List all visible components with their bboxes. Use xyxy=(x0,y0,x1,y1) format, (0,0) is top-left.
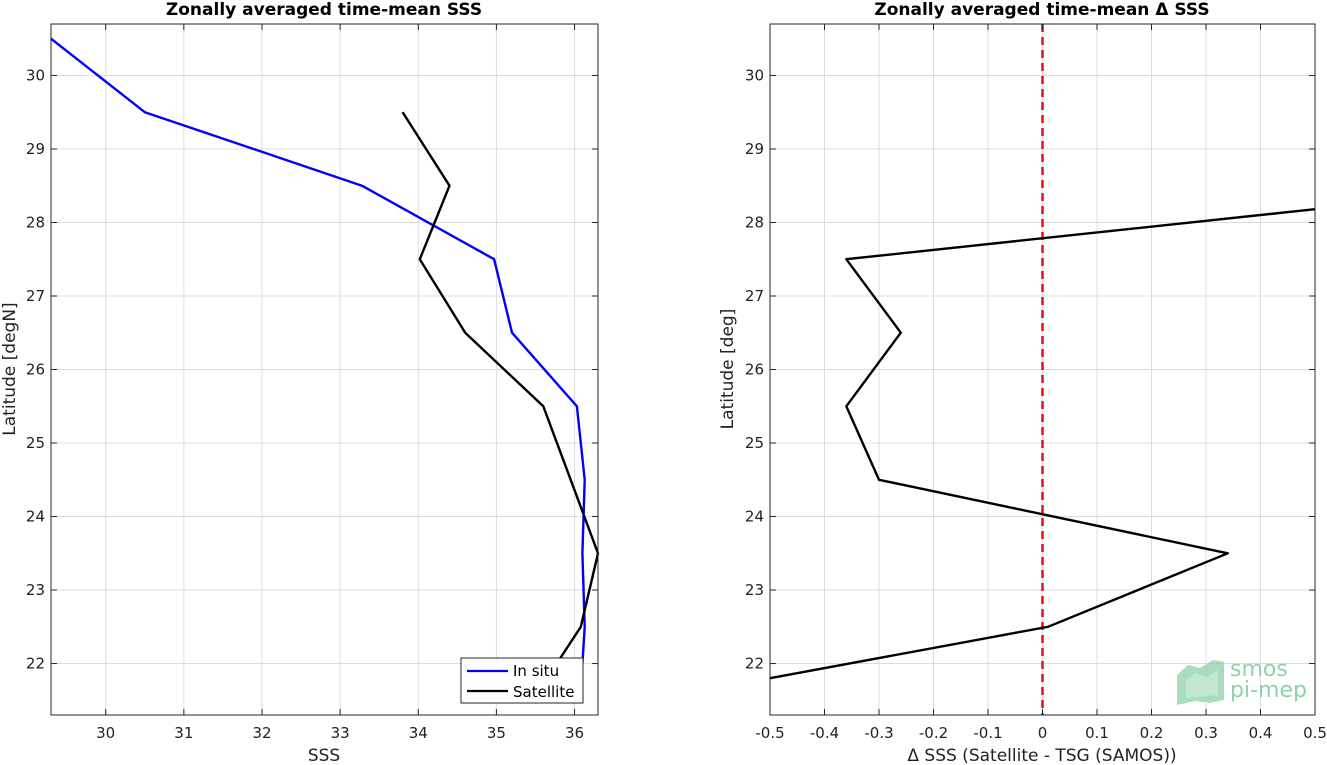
logo-text-smos: smos xyxy=(1230,657,1288,682)
delta-y-tick-label: 26 xyxy=(745,361,764,379)
delta-x-tick-label: 0.4 xyxy=(1249,724,1273,742)
delta-ticks: -0.5 -0.4 -0.3 -0.2 -0.1 0 0.1 0.2 0.3 0.4 0.5 22 23… xyxy=(745,24,1327,742)
delta-x-tick-label: -0.3 xyxy=(864,724,893,742)
sss-x-tick-label: 36 xyxy=(565,724,584,742)
sss-y-tick-label: 22 xyxy=(26,655,45,673)
sss-x-tick-label: 34 xyxy=(409,724,428,742)
delta-x-tick-label: -0.4 xyxy=(810,724,839,742)
sss-series-line-in-situ xyxy=(50,37,586,664)
delta-y-tick-label: 23 xyxy=(745,581,764,599)
sss-chart-title: Zonally averaged time-mean SSS xyxy=(166,0,482,20)
delta-x-tick-label: 0.5 xyxy=(1303,724,1327,742)
delta-x-tick-label: 0.1 xyxy=(1085,724,1109,742)
legend-box xyxy=(460,657,584,704)
delta-chart-title: Zonally averaged time-mean Δ SSS xyxy=(874,0,1209,20)
legend-label-satellite: Satellite xyxy=(513,683,574,701)
delta-x-tick-label: -0.5 xyxy=(755,724,784,742)
sss-y-tick-label: 28 xyxy=(26,213,45,231)
logo-text-pi-mep: pi-mep xyxy=(1230,678,1307,703)
delta-x-tick-label: 0.2 xyxy=(1140,724,1164,742)
delta-sss-panel: Zonally averaged time-mean Δ SSS -0.5 -0.… xyxy=(718,0,1327,765)
delta-y-tick-label: 29 xyxy=(745,140,764,158)
sss-y-axis-label: Latitude [degN] xyxy=(0,302,20,435)
sss-ticks: 30 31 32 33 34 35 36 22 23 24 25 26 27 28 29 30 xyxy=(26,24,598,742)
delta-series-line-delta xyxy=(769,208,1316,680)
sss-y-tick-label: 29 xyxy=(26,140,45,158)
delta-x-tick-label: -0.1 xyxy=(973,724,1002,742)
delta-y-axis-label: Latitude [deg] xyxy=(718,309,738,430)
delta-y-tick-label: 30 xyxy=(745,66,764,84)
sss-x-tick-label: 30 xyxy=(96,724,115,742)
sss-grid xyxy=(51,24,598,715)
delta-y-tick-label: 28 xyxy=(745,213,764,231)
legend-label-in-situ: In situ xyxy=(513,662,559,680)
sss-y-tick-label: 23 xyxy=(26,581,45,599)
sss-panel: Zonally averaged time-mean SSS 30 31 32 33 3… xyxy=(0,0,600,765)
delta-x-tick-label: 0 xyxy=(1038,724,1048,742)
delta-y-tick-label: 24 xyxy=(745,508,764,526)
sss-y-tick-label: 25 xyxy=(26,434,45,452)
sss-x-tick-label: 32 xyxy=(252,724,271,742)
delta-x-tick-label: -0.2 xyxy=(919,724,948,742)
legend: In situ Satellite xyxy=(460,657,584,704)
delta-x-tick-label: 0.3 xyxy=(1194,724,1218,742)
sss-y-tick-label: 30 xyxy=(26,66,45,84)
sss-x-tick-label: 33 xyxy=(331,724,350,742)
delta-x-axis-label: Δ SSS (Satellite - TSG (SAMOS)) xyxy=(907,746,1176,765)
delta-series xyxy=(769,208,1316,680)
delta-y-tick-label: 27 xyxy=(745,287,764,305)
smos-pi-mep-logo: smos pi-mep xyxy=(1177,657,1307,705)
delta-y-tick-label: 22 xyxy=(745,655,764,673)
sss-y-tick-label: 24 xyxy=(26,508,45,526)
logo-wave-shape-light xyxy=(1186,670,1218,698)
sss-x-tick-label: 35 xyxy=(487,724,506,742)
sss-series-line-satellite xyxy=(401,111,600,679)
sss-series xyxy=(50,37,600,679)
sss-y-tick-label: 27 xyxy=(26,287,45,305)
sss-x-tick-label: 31 xyxy=(174,724,193,742)
sss-y-tick-label: 26 xyxy=(26,361,45,379)
sss-x-axis-label: SSS xyxy=(308,746,340,765)
delta-y-tick-label: 25 xyxy=(745,434,764,452)
